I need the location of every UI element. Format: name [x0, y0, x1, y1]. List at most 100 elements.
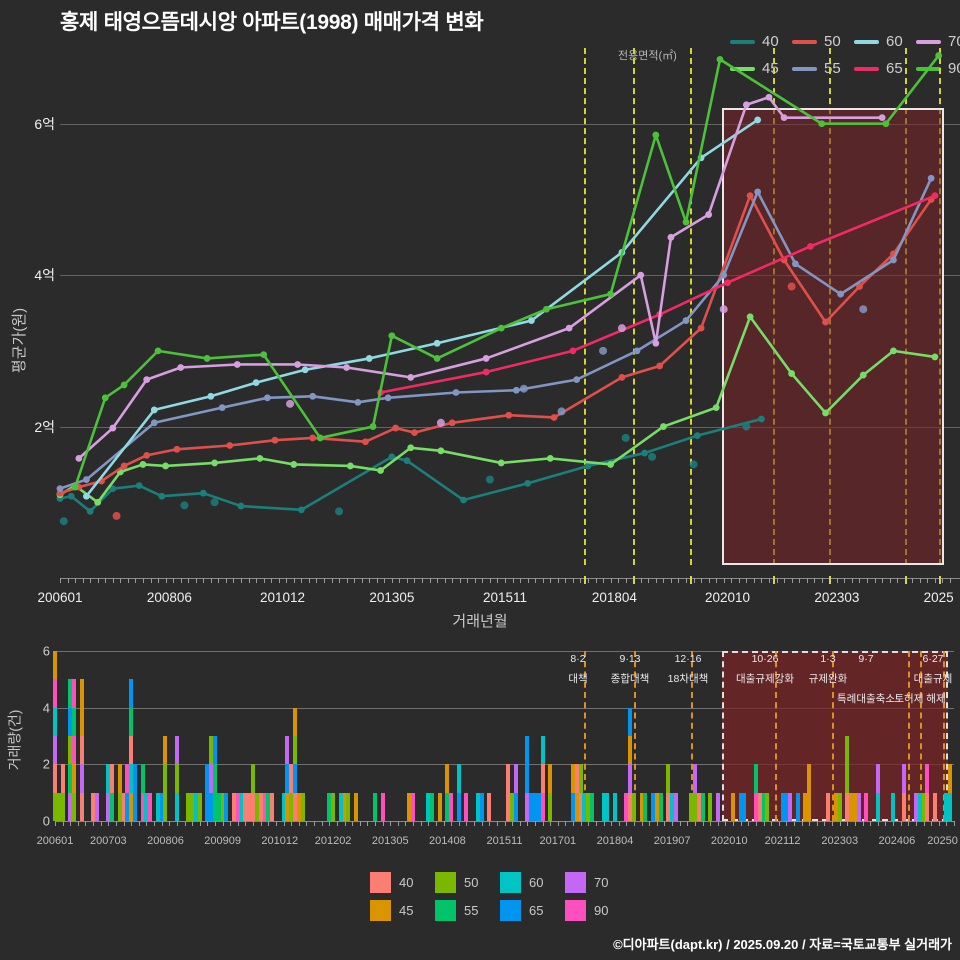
bar-legend-item-55[interactable]: 55 [435, 900, 500, 921]
bar-legend-item-65[interactable]: 65 [500, 900, 565, 921]
legend-item-40[interactable]: 40 [730, 33, 792, 50]
volume-bar [129, 736, 134, 765]
x-minor-tick [794, 821, 795, 826]
x-minor-tick [316, 578, 318, 583]
series-point [837, 290, 845, 298]
page-title: 홍제 태영으뜸데시앙 아파트(1998) 매매가격 변화 [60, 11, 484, 34]
x-minor-tick [230, 821, 232, 826]
x-minor-tick [836, 578, 838, 583]
x-minor-tick [165, 578, 167, 583]
x-minor-tick [814, 578, 816, 583]
volume-bar [79, 792, 84, 821]
x-minor-tick [776, 578, 778, 583]
series-point [407, 373, 415, 381]
x-minor-tick [950, 578, 951, 583]
volume-bar [289, 792, 294, 821]
x-minor-tick [173, 578, 175, 583]
x-minor-tick [799, 578, 801, 583]
x-minor-tick [291, 821, 293, 826]
x-minor-tick [573, 821, 575, 826]
x-minor-tick [474, 821, 476, 826]
bar-legend-item-45[interactable]: 45 [370, 900, 435, 921]
x-tick-label: 200806 [146, 590, 192, 605]
legend-item-55[interactable]: 55 [792, 60, 854, 77]
series-point [505, 411, 513, 419]
x-minor-tick [105, 578, 107, 583]
x-minor-tick [192, 821, 194, 826]
series-point [82, 492, 90, 500]
bar-legend-item-40[interactable]: 40 [370, 872, 435, 893]
series-point [433, 355, 441, 362]
volume-bar [72, 764, 77, 793]
x-minor-tick [301, 578, 303, 583]
series-point [497, 459, 505, 467]
event-line [633, 48, 636, 565]
x-minor-tick [821, 578, 823, 583]
series-point [150, 419, 158, 427]
volume-bar [643, 792, 648, 821]
x-minor-tick [854, 821, 856, 826]
volume-bar [582, 792, 587, 821]
x-minor-tick [180, 578, 182, 583]
gridline [60, 275, 960, 277]
volume-bar [715, 792, 720, 821]
x-minor-tick [587, 578, 589, 583]
bar-legend-item-50[interactable]: 50 [435, 872, 500, 893]
scatter-point [621, 433, 630, 442]
bar-legend-item-90[interactable]: 90 [565, 900, 630, 921]
x-minor-tick [293, 578, 295, 583]
volume-bar [456, 764, 461, 793]
x-tick-label: 201511 [486, 835, 523, 847]
series-point [346, 462, 354, 470]
series-point [859, 371, 867, 379]
series-point [482, 368, 490, 376]
x-minor-tick [748, 821, 750, 826]
series-point [856, 283, 863, 290]
legend-swatch-icon [730, 39, 755, 44]
x-event-tick [689, 576, 692, 584]
x-minor-tick [588, 821, 590, 826]
volume-bar [689, 792, 694, 821]
volume-bar [426, 792, 431, 821]
event-line [908, 651, 911, 821]
legend-item-50[interactable]: 50 [792, 33, 854, 50]
series-40 [56, 415, 765, 515]
x-minor-tick [731, 578, 733, 583]
event-line [689, 48, 692, 565]
legend-item-60[interactable]: 60 [854, 33, 916, 50]
x-minor-tick [374, 821, 376, 826]
scatter-point [519, 384, 528, 393]
series-point [448, 419, 456, 427]
series-point [746, 192, 754, 200]
volume-bar [292, 707, 297, 736]
legend-item-70[interactable]: 70 [916, 33, 960, 50]
series-point [109, 485, 117, 493]
x-event-tick [904, 576, 907, 584]
x-minor-tick [648, 578, 650, 583]
volume-bar [513, 792, 518, 821]
series-point [460, 496, 467, 504]
bar-legend-item-60[interactable]: 60 [500, 872, 565, 893]
legend-swatch-icon [792, 66, 817, 71]
volume-bar [548, 792, 553, 821]
series-point [546, 454, 554, 462]
x-minor-tick [271, 578, 273, 583]
volume-bar [53, 707, 57, 736]
legend-item-65[interactable]: 65 [854, 60, 916, 77]
x-minor-tick [154, 821, 156, 826]
scatter-point [719, 305, 728, 314]
x-minor-tick [75, 578, 77, 583]
x-minor-tick [542, 578, 544, 583]
annotation-label: 18차대책 [667, 673, 709, 685]
bar-legend-item-70[interactable]: 70 [565, 872, 630, 893]
y-tick-label: 4 [42, 700, 50, 716]
x-minor-tick [474, 578, 476, 583]
volume-bar [586, 792, 591, 821]
x-minor-tick [115, 821, 117, 826]
series-60 [82, 116, 762, 500]
event-line [584, 651, 587, 821]
volume-bar [445, 764, 450, 793]
x-minor-tick [806, 578, 808, 583]
volume-bar [601, 792, 606, 821]
